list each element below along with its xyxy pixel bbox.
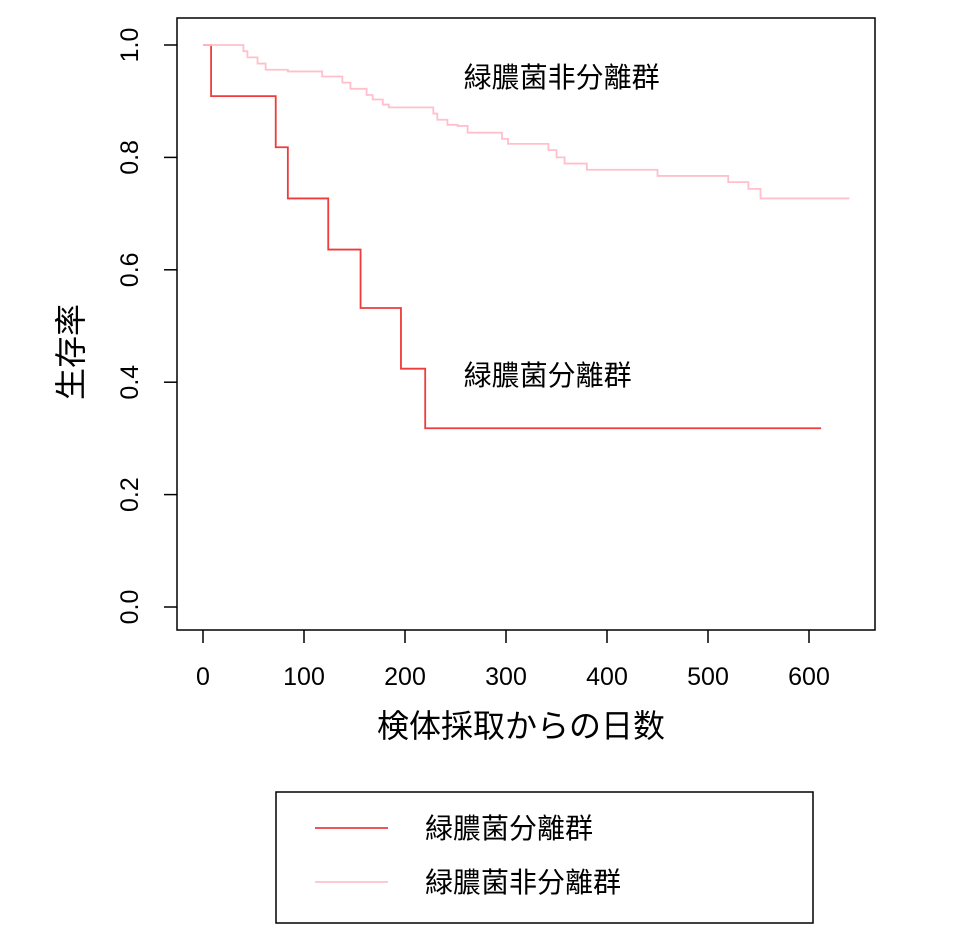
y-tick-label: 0.8 (116, 140, 144, 175)
x-tick-label: 200 (384, 663, 426, 691)
y-tick-label: 0.2 (116, 477, 144, 512)
x-tick-label: 600 (788, 663, 830, 691)
legend-label-2: 緑膿菌非分離群 (425, 866, 621, 899)
plot-annotation-2: 緑膿菌分離群 (464, 359, 632, 392)
y-tick-label: 0.6 (116, 252, 144, 287)
x-axis-title: 検体採取からの日数 (377, 707, 665, 745)
x-tick-label: 300 (485, 663, 527, 691)
legend: 緑膿菌分離群 緑膿菌非分離群 (275, 791, 814, 924)
y-tick-label: 1.0 (116, 28, 144, 63)
y-tick-label: 0.0 (116, 590, 144, 625)
y-axis-title: 生存率 (52, 304, 90, 400)
legend-label-1: 緑膿菌分離群 (425, 812, 593, 845)
y-axis: 0.0 0.2 0.4 0.6 0.8 1.0 (116, 28, 177, 625)
plot-annotation-1: 緑膿菌非分離群 (464, 61, 660, 94)
x-tick-label: 500 (687, 663, 729, 691)
x-tick-label: 0 (196, 663, 210, 691)
series-line-2 (203, 44, 850, 200)
series-layer (203, 44, 850, 430)
y-tick-label: 0.4 (116, 365, 144, 400)
series-line-1 (203, 44, 822, 430)
x-tick-label: 100 (283, 663, 325, 691)
x-axis: 0 100 200 300 400 500 600 (196, 630, 830, 691)
legend-box (275, 791, 814, 924)
plot-frame (176, 17, 876, 631)
x-tick-label: 400 (586, 663, 628, 691)
